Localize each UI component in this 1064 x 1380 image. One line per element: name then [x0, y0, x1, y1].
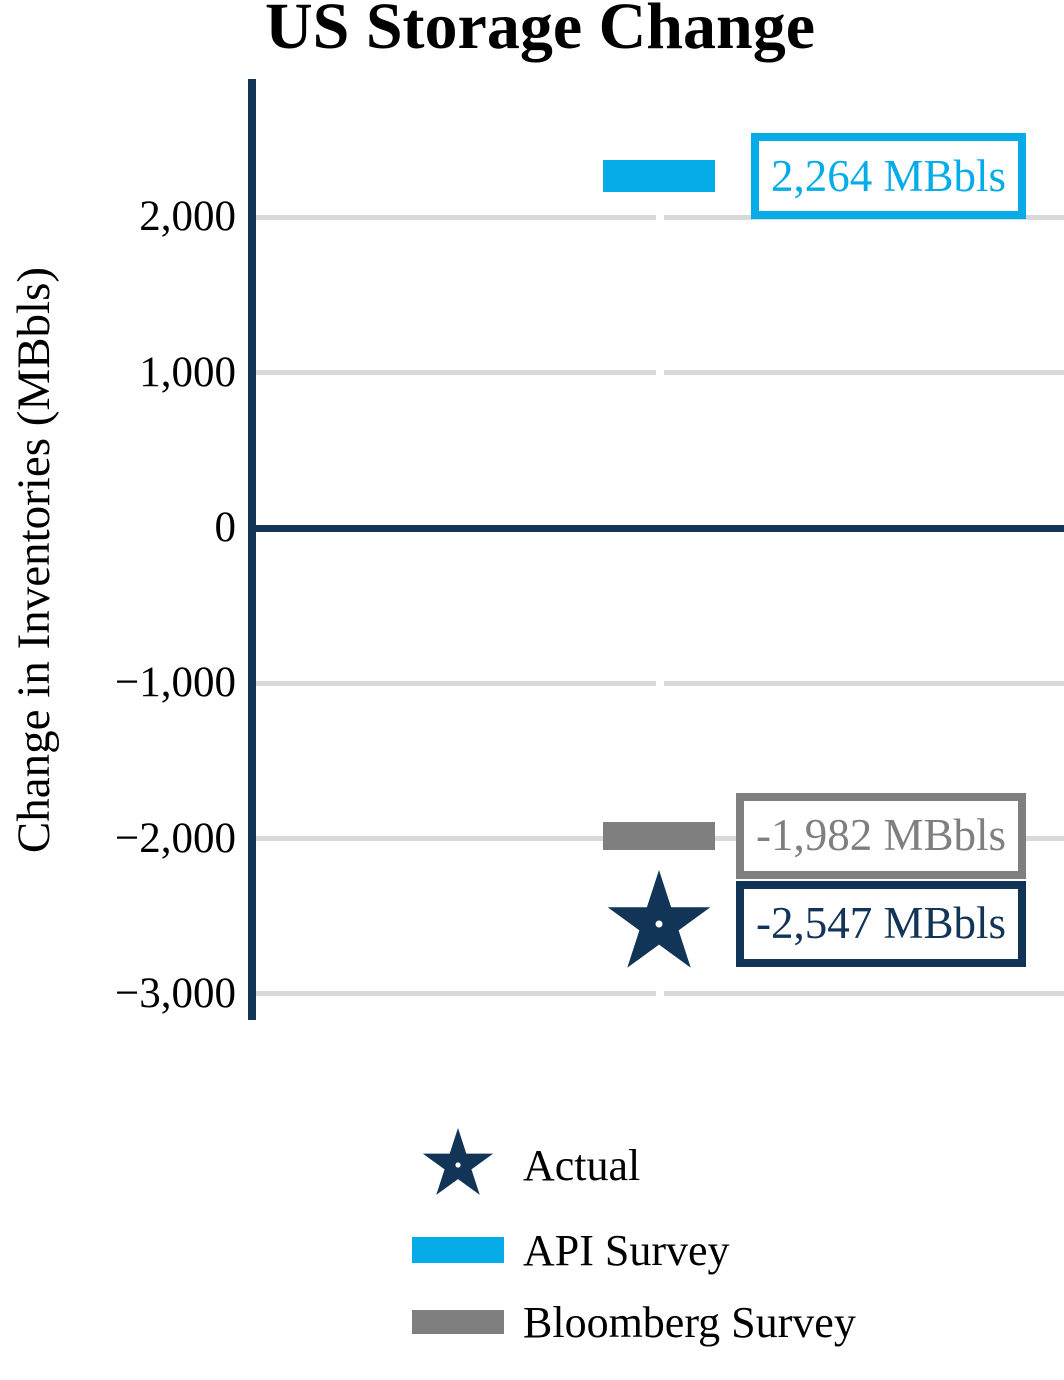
zero-baseline: [256, 524, 1064, 532]
gridline: [256, 370, 656, 376]
legend-item-actual: Actual: [405, 1116, 856, 1214]
legend-item-api-survey: API Survey: [405, 1214, 856, 1286]
actual-star-marker: [607, 869, 711, 968]
bloomberg-survey-bar: [603, 821, 715, 850]
bloomberg-survey-value-label: -1,982 MBbls: [735, 792, 1026, 879]
y-tick-label: 2,000: [139, 193, 236, 241]
legend-bloomberg-survey-swatch-icon: [412, 1310, 504, 1334]
legend: Actual API Survey Bloomberg Survey: [405, 1116, 856, 1358]
gridline: [664, 991, 1064, 997]
gridline: [256, 836, 656, 842]
legend-api-survey-swatch-icon: [412, 1237, 504, 1263]
category-gridline: [656, 79, 664, 1020]
legend-label: API Survey: [523, 1225, 730, 1275]
legend-label: Actual: [523, 1140, 641, 1190]
actual-value-label: -2,547 MBbls: [735, 880, 1026, 967]
gridline: [664, 370, 1064, 376]
y-tick-label: 1,000: [139, 348, 236, 396]
gridline: [256, 991, 656, 997]
gridline: [664, 680, 1064, 686]
legend-label: Bloomberg Survey: [523, 1297, 856, 1347]
gridline: [256, 214, 656, 220]
api-survey-value-label: 2,264 MBbls: [750, 133, 1026, 220]
legend-symbol-cell: [405, 1237, 511, 1263]
y-tick-label: −1,000: [114, 659, 236, 707]
y-tick-label: −3,000: [114, 969, 236, 1017]
plot-area: 2,000 1,000 0 −1,000 −2,000 −3,000 2,264 MBbls…: [114, 79, 1064, 1020]
y-axis-spine: [248, 79, 256, 1020]
legend-star-icon: [422, 1128, 494, 1195]
legend-symbol-cell: [405, 1310, 511, 1334]
y-tick-label: 0: [214, 504, 237, 551]
api-survey-bar: [603, 160, 715, 193]
y-tick-label: −2,000: [114, 814, 236, 862]
gridline: [256, 680, 656, 686]
legend-item-bloomberg-survey: Bloomberg Survey: [405, 1286, 856, 1358]
chart-title: US Storage Change: [264, 0, 815, 63]
